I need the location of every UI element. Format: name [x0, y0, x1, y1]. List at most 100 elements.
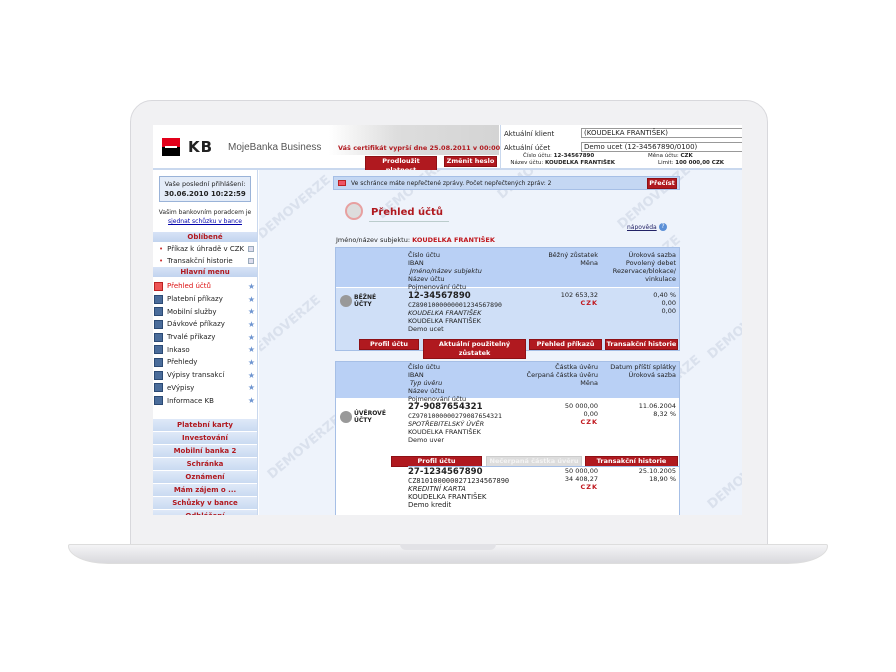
menu-item[interactable]: Platební příkazy ★	[153, 293, 257, 306]
account-select[interactable]: Demo ucet (12-34567890/0100)	[581, 142, 742, 152]
loan-alias: Demo kredit	[408, 501, 452, 509]
menu-item-icon	[154, 294, 163, 304]
menu-item-icon	[154, 281, 163, 291]
category-label: ÚVĚROVÉ ÚČTY	[354, 410, 386, 424]
title-underline	[369, 221, 449, 222]
orders-overview-button[interactable]: Přehled příkazů	[529, 339, 602, 350]
help-icon[interactable]: ?	[659, 223, 667, 231]
sidebar-section-button[interactable]: Schůzky v bance	[153, 496, 257, 509]
account-label: Aktuální účet	[504, 144, 551, 152]
main-area: DEMOVERZE DEMOVERZE DEMOVERZE DEMOVERZE DEMO…	[259, 170, 742, 515]
message-text: Ve schránce máte nepřečtené zprávy. Poče…	[351, 180, 552, 187]
star-icon[interactable]: ★	[247, 294, 255, 304]
product-name: MojeBanka Business	[228, 142, 322, 153]
certificate-warning: Váš certifikát vyprší dne 25.08.2011 v 0…	[338, 144, 501, 152]
account-name-label: Název účtu:	[510, 160, 544, 166]
loan-accounts-table: Číslo účtu IBAN Typ úvěru Název účtu Pojmeno…	[335, 361, 680, 515]
transaction-history-button[interactable]: Transakční historie	[605, 339, 678, 350]
currency: CZK	[680, 153, 693, 159]
client-label: Aktuální klient	[504, 130, 555, 138]
screen: KB MojeBanka Business Váš certifikát vyp…	[153, 125, 742, 515]
star-icon[interactable]: ★	[247, 370, 255, 380]
change-password-button[interactable]: Změnit heslo	[444, 156, 497, 167]
menu-item-icon	[154, 319, 163, 329]
header-col1: Číslo účtu IBAN Jméno/název subjektu Název …	[408, 251, 482, 291]
menu-item[interactable]: Přehledy ★	[153, 356, 257, 369]
sidebar-section-button[interactable]: Investování	[153, 431, 257, 444]
account-number: 12-34567890	[553, 153, 595, 159]
page-title: Přehled účtů	[371, 207, 443, 218]
account-number-label: Číslo účtu:	[523, 153, 552, 159]
message-bar: Ve schránce máte nepřečtené zprávy. Poče…	[333, 176, 680, 190]
sidebar-section-button[interactable]: Mobilní banka 2	[153, 444, 257, 457]
star-icon[interactable]: ★	[247, 383, 255, 393]
menu-item-icon	[154, 357, 163, 367]
loan-rates: 11.06.2004 8,32 %	[638, 402, 676, 418]
header-col1: Číslo účtu IBAN Typ úvěru Název účtu Pojmeno…	[408, 363, 467, 403]
last-login-box: Vaše poslední přihlášení: 30.06.2010 10:…	[159, 176, 251, 202]
loan-details: 27-9087654321 CZ9701000000279087654321 SPO…	[408, 402, 502, 444]
star-icon[interactable]: ★	[247, 332, 255, 342]
subject-name: KOUDELKA FRANTIŠEK	[412, 236, 495, 244]
available-balance-button[interactable]: Aktuální použitelný zůstatek	[423, 339, 526, 359]
menu-item[interactable]: eVýpisy ★	[153, 382, 257, 395]
laptop-notch	[400, 544, 496, 550]
sidebar: Vaše poslední přihlášení: 30.06.2010 10:…	[153, 170, 258, 515]
balance: 102 653,32 CZK	[560, 291, 598, 307]
sidebar-section-button[interactable]: Schránka	[153, 457, 257, 470]
favorites-title: Oblíbené	[153, 232, 257, 243]
menu-item[interactable]: Dávkové příkazy ★	[153, 318, 257, 331]
account-name: KOUDELKA FRANTIŠEK	[544, 160, 615, 166]
account-profile-button[interactable]: Profil účtu	[359, 339, 419, 350]
star-icon[interactable]: ★	[247, 396, 255, 406]
account-details: 12-34567890 CZ8901000000001234567890 KOUDE…	[408, 291, 502, 333]
favorite-item[interactable]: • Příkaz k úhradě v CZK	[153, 243, 257, 255]
sidebar-section-button[interactable]: Platební karty	[153, 418, 257, 431]
menu-item-icon	[154, 396, 163, 406]
star-icon[interactable]: ★	[247, 307, 255, 317]
header-col2: Částka úvěru Čerpaná částka úvěru Měna	[526, 363, 598, 387]
menu-item[interactable]: Přehled účtů ★	[153, 280, 257, 293]
menu-item[interactable]: Inkaso ★	[153, 343, 257, 356]
accounts-overview-icon	[345, 202, 363, 220]
help-link[interactable]: nápověda	[627, 224, 657, 231]
remove-favorite-icon[interactable]	[248, 258, 254, 264]
watermark: DEMOVERZE	[264, 412, 344, 483]
menu-item-icon	[154, 370, 163, 380]
client-select[interactable]: (KOUDELKA FRANTIŠEK)	[581, 128, 742, 138]
read-button[interactable]: Přečíst	[647, 178, 677, 189]
last-login-label: Vaše poslední přihlášení:	[164, 180, 246, 188]
limit-label: Limit:	[658, 160, 674, 166]
loan-amounts: 50 000,00 34 408,27 CZK	[564, 467, 598, 491]
envelope-icon	[338, 180, 346, 186]
current-accounts-table: Číslo účtu IBAN Jméno/název subjektu Název …	[335, 247, 680, 359]
advisor-text: Vašim bankovním poradcem je	[158, 209, 252, 216]
sidebar-section-button[interactable]: Mám zájem o ...	[153, 483, 257, 496]
remove-favorite-icon[interactable]	[248, 246, 254, 252]
star-icon[interactable]: ★	[247, 319, 255, 329]
loan-rates: 25.10.2005 18,90 %	[638, 467, 676, 483]
brand: KB	[188, 138, 214, 156]
star-icon[interactable]: ★	[247, 345, 255, 355]
main-menu-title: Hlavní menu	[153, 267, 257, 278]
watermark: DEMOVERZE	[704, 442, 742, 513]
star-icon[interactable]: ★	[247, 357, 255, 367]
last-login-value: 30.06.2010 10:22:59	[164, 190, 246, 198]
sidebar-section-button[interactable]: Odhlášení	[153, 509, 257, 515]
favorite-item[interactable]: • Transakční historie	[153, 255, 257, 267]
menu-item[interactable]: Mobilní služby ★	[153, 305, 257, 318]
sidebar-section-button[interactable]: Oznámení	[153, 470, 257, 483]
watermark: DEMOVERZE	[259, 292, 324, 363]
header-col3: Úroková sazba Povolený debet Rezervace/blo…	[612, 251, 676, 283]
menu-item[interactable]: Trvalé příkazy ★	[153, 331, 257, 344]
currency-label: Měna účtu:	[648, 153, 679, 159]
watermark: DEMOVERZE	[704, 292, 742, 363]
star-icon[interactable]: ★	[247, 281, 255, 291]
menu-item[interactable]: Výpisy transakcí ★	[153, 369, 257, 382]
menu-item[interactable]: Informace KB ★	[153, 394, 257, 407]
current-accounts-icon	[340, 295, 352, 307]
watermark: DEMOVERZE	[259, 172, 334, 243]
advisor-link[interactable]: sjednat schůzku v bance	[168, 218, 242, 225]
loan-details: 27-1234567890 CZ8101000000271234567890 KRE…	[408, 467, 510, 509]
kb-logo-icon	[162, 138, 180, 156]
